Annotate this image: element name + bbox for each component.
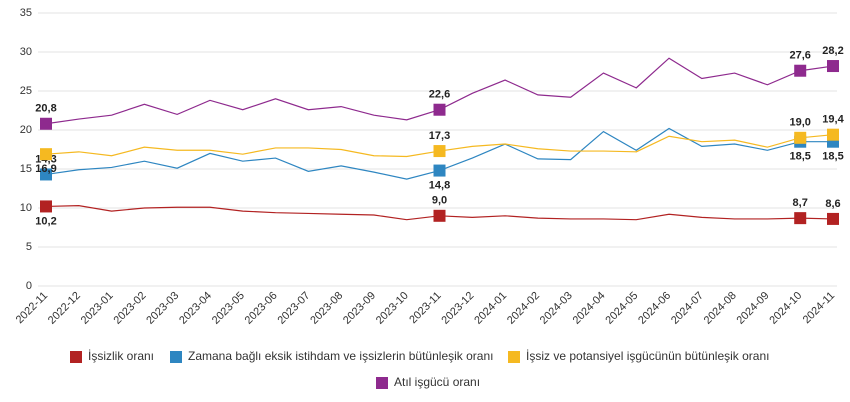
point-marker	[40, 168, 52, 181]
point-marker	[794, 131, 807, 144]
value-label: 28,2	[822, 45, 843, 57]
legend-label: İşsiz ve potansiyel işgücünün bütünleşik…	[526, 349, 769, 363]
value-label: 17,3	[429, 130, 450, 142]
legend-swatch	[376, 377, 388, 389]
value-label: 9,0	[432, 195, 447, 207]
value-label: 20,8	[35, 103, 56, 115]
x-tick-label: 2024-10	[767, 290, 804, 327]
legend-label: İşsizlik oranı	[88, 349, 154, 363]
x-tick-label: 2024-09	[735, 290, 772, 327]
x-tick-label: 2023-11	[407, 290, 443, 326]
value-label: 8,6	[825, 198, 840, 210]
x-tick-label: 2023-12	[439, 290, 476, 327]
point-marker	[827, 212, 839, 225]
point-marker	[433, 103, 446, 116]
legend-swatch	[170, 351, 182, 363]
legend-label: Atıl işgücü oranı	[394, 375, 480, 389]
value-label: 18,5	[789, 151, 810, 163]
y-tick-label: 0	[26, 280, 32, 292]
x-tick-label: 2024-11	[801, 290, 837, 326]
x-tick-label: 2023-02	[112, 290, 149, 327]
x-tick-label: 2023-04	[177, 290, 214, 327]
point-marker	[827, 128, 839, 141]
value-label: 19,0	[789, 117, 810, 129]
x-tick-label: 2023-07	[275, 290, 312, 327]
value-label: 10,2	[35, 215, 56, 227]
value-label: 8,7	[793, 197, 808, 209]
x-tick-label: 2024-01	[472, 290, 509, 327]
point-marker	[40, 117, 52, 130]
x-tick-label: 2022-12	[46, 290, 83, 327]
x-tick-label: 2024-05	[603, 290, 640, 327]
y-tick-label: 10	[20, 202, 32, 214]
x-tick-label: 2023-03	[144, 290, 181, 327]
x-tick-label: 2024-07	[669, 290, 706, 327]
x-tick-label: 2022-11	[14, 290, 50, 326]
x-tick-label: 2024-03	[538, 290, 575, 327]
value-label: 18,5	[822, 151, 843, 163]
x-tick-label: 2023-06	[243, 290, 280, 327]
value-label: 27,6	[789, 50, 810, 62]
x-tick-label: 2024-02	[505, 290, 542, 327]
value-label: 14,8	[429, 179, 450, 191]
y-tick-label: 25	[20, 85, 32, 97]
x-tick-label: 2023-05	[210, 290, 247, 327]
x-tick-label: 2024-08	[702, 290, 739, 327]
y-tick-label: 15	[20, 163, 32, 175]
value-label: 19,4	[822, 114, 844, 126]
x-tick-label: 2024-04	[571, 290, 608, 327]
y-tick-label: 35	[20, 7, 32, 19]
legend-label: Zamana bağlı eksik istihdam ve işsizleri…	[188, 349, 493, 363]
x-tick-label: 2023-10	[374, 290, 411, 327]
x-tick-label: 2024-06	[636, 290, 673, 327]
x-tick-label: 2023-08	[308, 290, 345, 327]
legend-swatch	[70, 351, 82, 363]
legend-swatch	[508, 351, 520, 363]
y-tick-label: 5	[26, 241, 32, 253]
value-label: 16,9	[35, 163, 56, 175]
x-tick-label: 2023-01	[79, 290, 116, 327]
x-tick-label: 2023-09	[341, 290, 378, 327]
point-marker	[40, 148, 52, 161]
point-marker	[827, 60, 839, 73]
y-tick-label: 30	[20, 46, 32, 58]
point-marker	[433, 164, 446, 177]
point-marker	[40, 200, 52, 213]
point-marker	[794, 212, 807, 225]
y-tick-label: 20	[20, 124, 32, 136]
value-label: 22,6	[429, 89, 450, 101]
point-marker	[433, 209, 446, 222]
point-marker	[433, 145, 446, 158]
point-marker	[794, 64, 807, 77]
